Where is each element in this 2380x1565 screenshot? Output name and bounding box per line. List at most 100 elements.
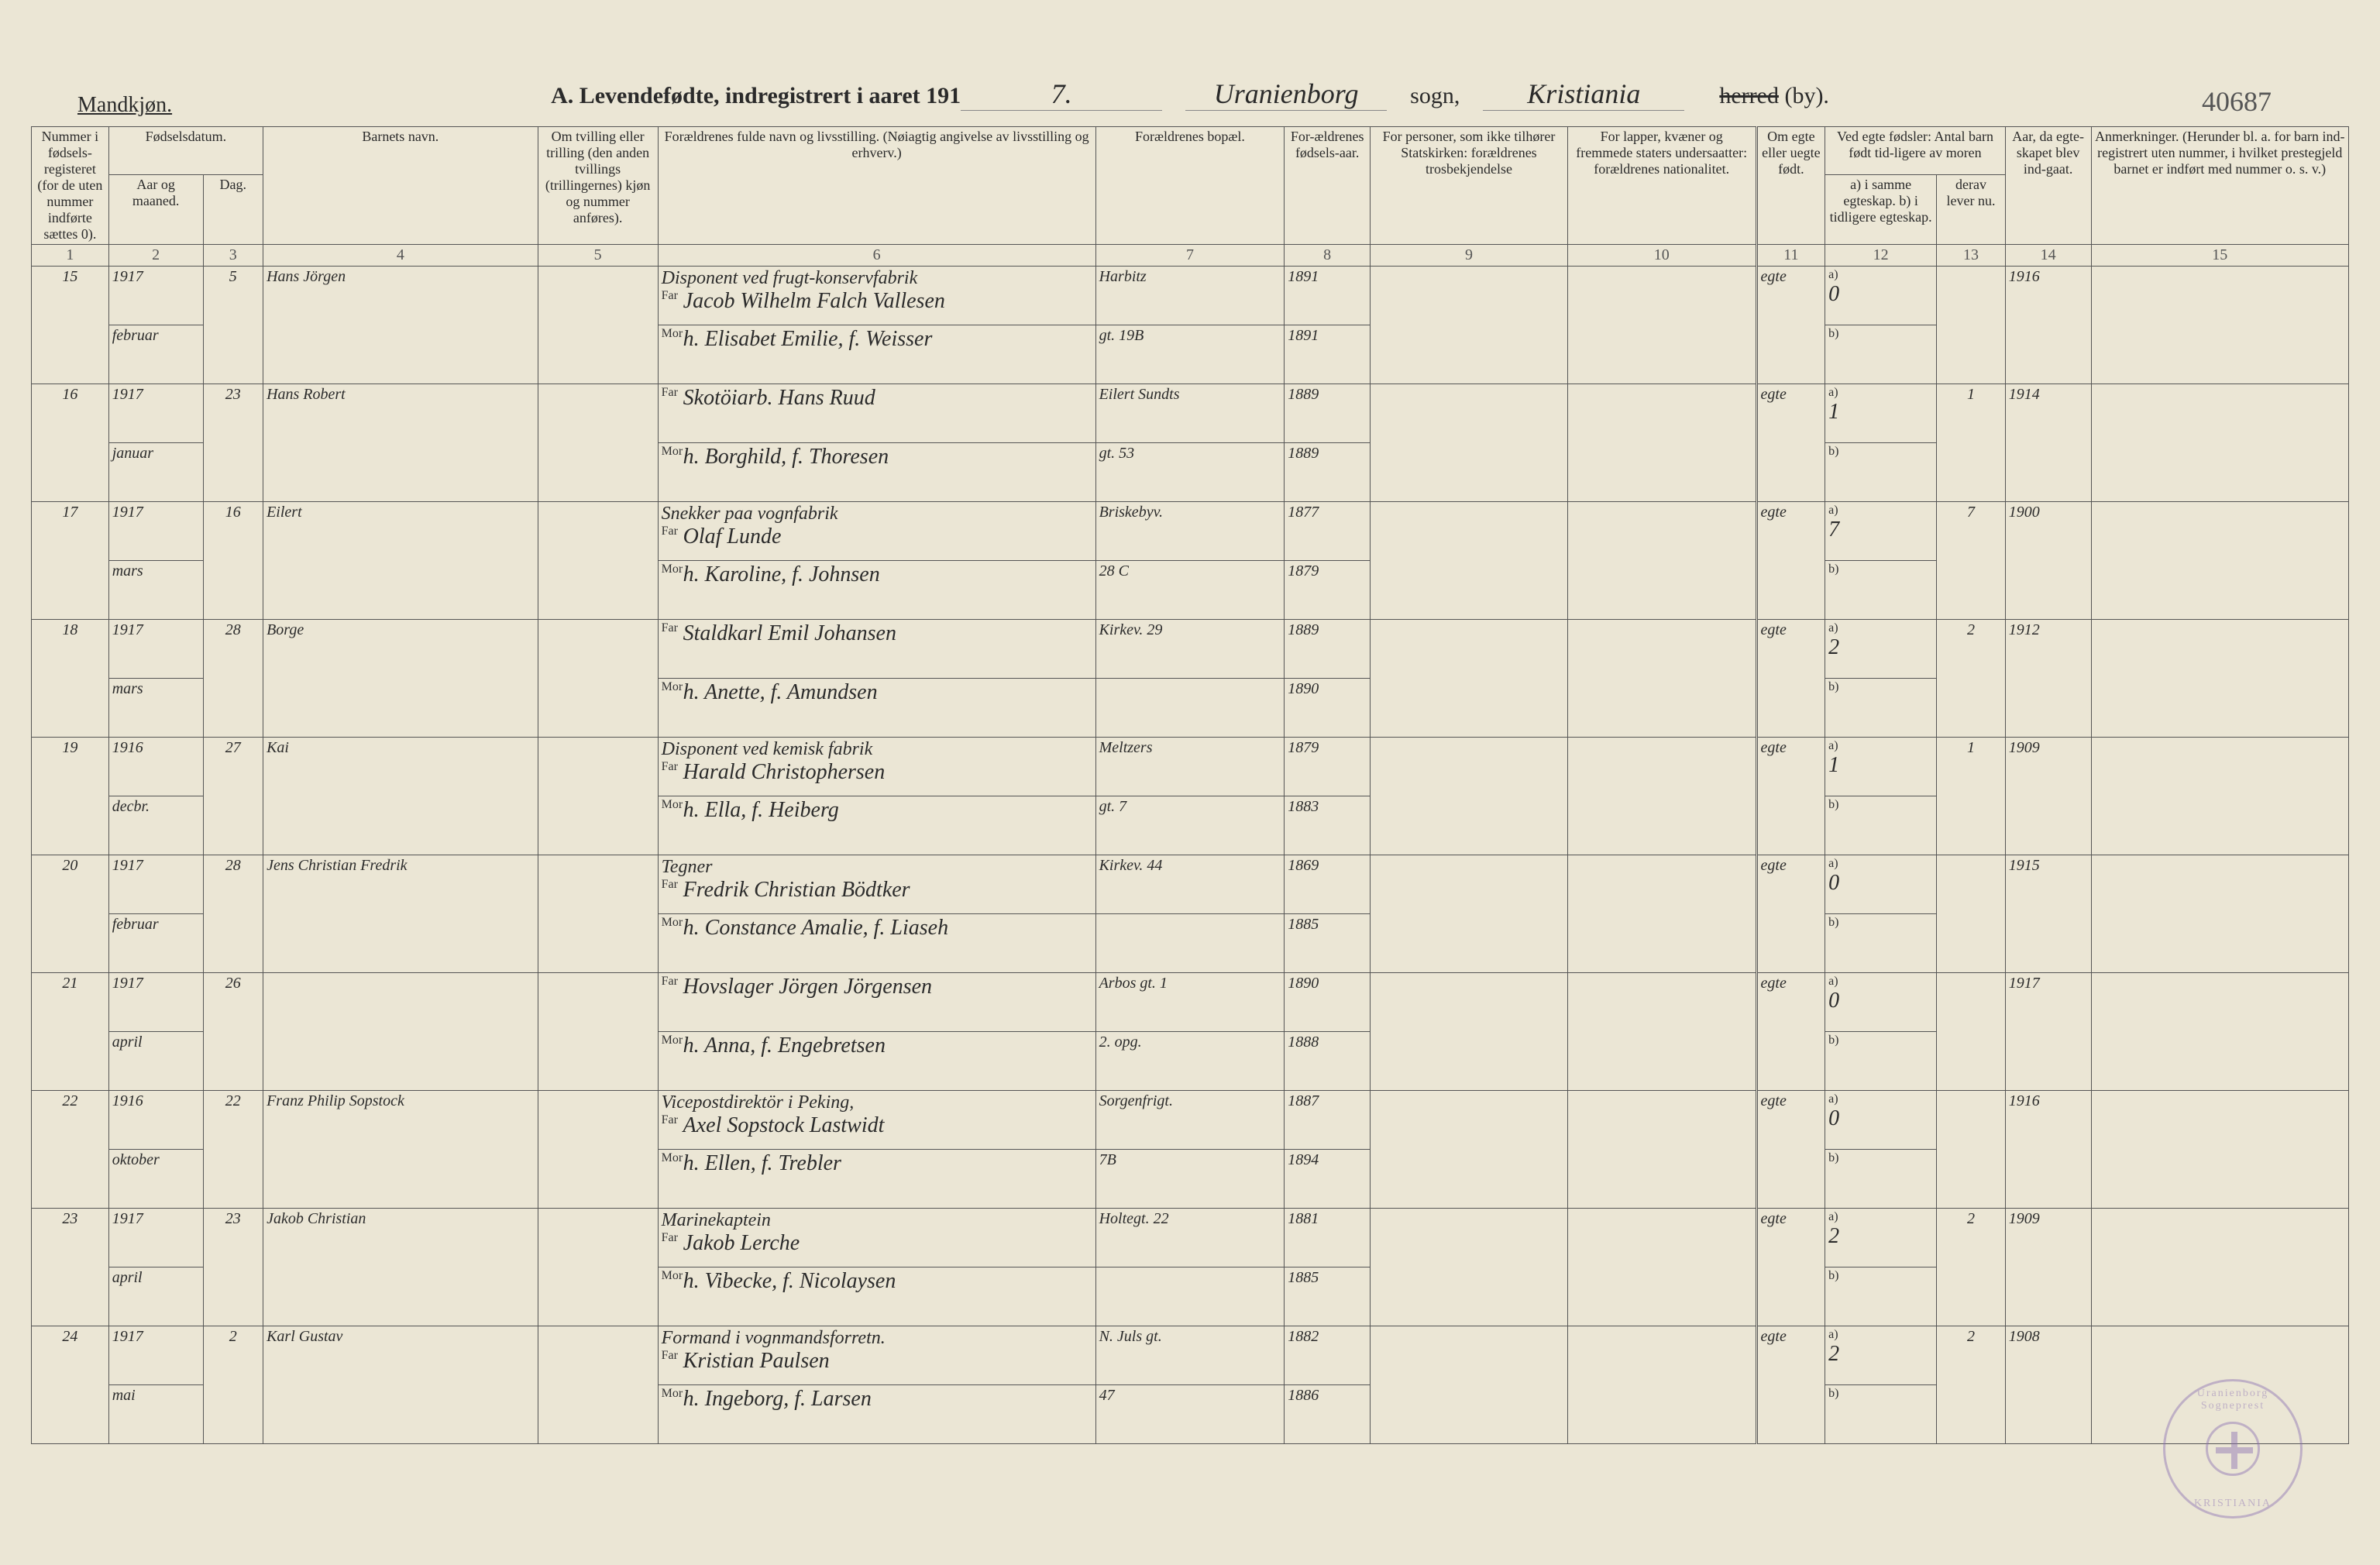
mother-place: gt. 7	[1095, 796, 1285, 855]
by-label: (by).	[1784, 83, 1828, 108]
twin-info	[538, 384, 658, 502]
mother-place: 7B	[1095, 1150, 1285, 1209]
column-number: 2	[108, 245, 203, 267]
twin-info	[538, 1209, 658, 1326]
birth-year: 1917	[108, 384, 203, 443]
col-header: Forældrenes bopæl.	[1095, 127, 1285, 245]
child-name	[263, 973, 538, 1091]
remarks	[2091, 620, 2348, 738]
column-number: 15	[2091, 245, 2348, 267]
parish-name: Uranienborg	[1185, 77, 1387, 111]
marriage-year: 1908	[2005, 1326, 2091, 1444]
record-number: 17	[32, 502, 109, 620]
father-cell: Vicepostdirektör i Peking,FarAxel Sopsto…	[658, 1091, 1095, 1150]
record-number: 16	[32, 384, 109, 502]
father-cell: FarHovslager Jörgen Jörgensen	[658, 973, 1095, 1032]
legitimate: egte	[1756, 620, 1825, 738]
prior-children-a: a) 0	[1825, 973, 1937, 1032]
mother-cell: Morh. Elisabet Emilie, f. Weisser	[658, 325, 1095, 384]
marriage-year: 1909	[2005, 738, 2091, 855]
marriage-year: 1914	[2005, 384, 2091, 502]
birth-month: februar	[108, 914, 203, 973]
record-number: 18	[32, 620, 109, 738]
father-cell: FarStaldkarl Emil Johansen	[658, 620, 1095, 679]
remarks	[2091, 1091, 2348, 1209]
birth-year: 1917	[108, 620, 203, 679]
religion	[1371, 267, 1568, 384]
religion	[1371, 1091, 1568, 1209]
col-header: Anmerkninger. (Herunder bl. a. for barn …	[2091, 127, 2348, 245]
mother-cell: Morh. Karoline, f. Johnsen	[658, 561, 1095, 620]
record-row-upper: 19191627KaiDisponent ved kemisk fabrikFa…	[32, 738, 2349, 796]
legitimate: egte	[1756, 1091, 1825, 1209]
sogn-label: sogn,	[1410, 83, 1460, 108]
child-name: Hans Jörgen	[263, 267, 538, 384]
living-now: 1	[1937, 384, 2006, 502]
prior-children-b: b)	[1825, 679, 1937, 738]
living-now	[1937, 267, 2006, 384]
birth-day: 28	[203, 855, 263, 973]
mother-place: 47	[1095, 1385, 1285, 1444]
living-now	[1937, 1091, 2006, 1209]
mother-cell: Morh. Vibecke, f. Nicolaysen	[658, 1267, 1095, 1326]
marriage-year: 1916	[2005, 1091, 2091, 1209]
mother-birth-year: 1885	[1285, 914, 1371, 973]
birth-month: januar	[108, 443, 203, 502]
father-cell: Disponent ved kemisk fabrikFarHarald Chr…	[658, 738, 1095, 796]
legitimate: egte	[1756, 502, 1825, 620]
child-name: Jens Christian Fredrik	[263, 855, 538, 973]
living-now: 2	[1937, 1326, 2006, 1444]
mother-place: 2. opg.	[1095, 1032, 1285, 1091]
title-prefix: A. Levendefødte, indregistrert i aaret 1…	[551, 83, 961, 108]
mother-place	[1095, 679, 1285, 738]
legitimate: egte	[1756, 1326, 1825, 1444]
living-now: 2	[1937, 1209, 2006, 1326]
mother-cell: Morh. Ellen, f. Trebler	[658, 1150, 1095, 1209]
prior-children-b: b)	[1825, 1032, 1937, 1091]
father-birth-year: 1869	[1285, 855, 1371, 914]
mother-birth-year: 1883	[1285, 796, 1371, 855]
father-cell: FarSkotöiarb. Hans Ruud	[658, 384, 1095, 443]
living-now: 1	[1937, 738, 2006, 855]
father-birth-year: 1881	[1285, 1209, 1371, 1267]
prior-children-b: b)	[1825, 796, 1937, 855]
col-header: For-ældrenes fødsels-aar.	[1285, 127, 1371, 245]
mother-birth-year: 1894	[1285, 1150, 1371, 1209]
record-row-upper: 22191622Franz Philip SopstockVicepostdir…	[32, 1091, 2349, 1150]
prior-children-a: a) 2	[1825, 1209, 1937, 1267]
living-now	[1937, 973, 2006, 1091]
birth-month: februar	[108, 325, 203, 384]
table-body: 1519175Hans JörgenDisponent ved frugt-ko…	[32, 267, 2349, 1444]
birth-day: 5	[203, 267, 263, 384]
mother-cell: Morh. Ingeborg, f. Larsen	[658, 1385, 1095, 1444]
living-now: 7	[1937, 502, 2006, 620]
prior-children-a: a) 2	[1825, 620, 1937, 679]
record-row-upper: 20191728Jens Christian FredrikTegnerFarF…	[32, 855, 2349, 914]
col-header: derav lever nu.	[1937, 175, 2006, 245]
prior-children-a: a) 0	[1825, 267, 1937, 325]
father-birth-year: 1882	[1285, 1326, 1371, 1385]
col-header: Dag.	[203, 175, 263, 245]
birth-day: 16	[203, 502, 263, 620]
column-number: 7	[1095, 245, 1285, 267]
col-header: Aar og maaned.	[108, 175, 203, 245]
living-now: 2	[1937, 620, 2006, 738]
record-number: 24	[32, 1326, 109, 1444]
nationality	[1567, 502, 1756, 620]
father-birth-year: 1889	[1285, 384, 1371, 443]
nationality	[1567, 855, 1756, 973]
father-birth-year: 1891	[1285, 267, 1371, 325]
birth-year: 1917	[108, 267, 203, 325]
nationality	[1567, 267, 1756, 384]
father-place: Briskebyv.	[1095, 502, 1285, 561]
religion	[1371, 1326, 1568, 1444]
column-number-row: 123456789101112131415	[32, 245, 2349, 267]
birth-day: 26	[203, 973, 263, 1091]
red-circle-mark	[32, 747, 39, 796]
title-year-suffix: 7.	[961, 77, 1162, 111]
religion	[1371, 973, 1568, 1091]
father-place: Sorgenfrigt.	[1095, 1091, 1285, 1150]
father-birth-year: 1877	[1285, 502, 1371, 561]
birth-day: 23	[203, 1209, 263, 1326]
col-header-12top: Ved egte fødsler: Antal barn født tid-li…	[1825, 127, 2006, 175]
